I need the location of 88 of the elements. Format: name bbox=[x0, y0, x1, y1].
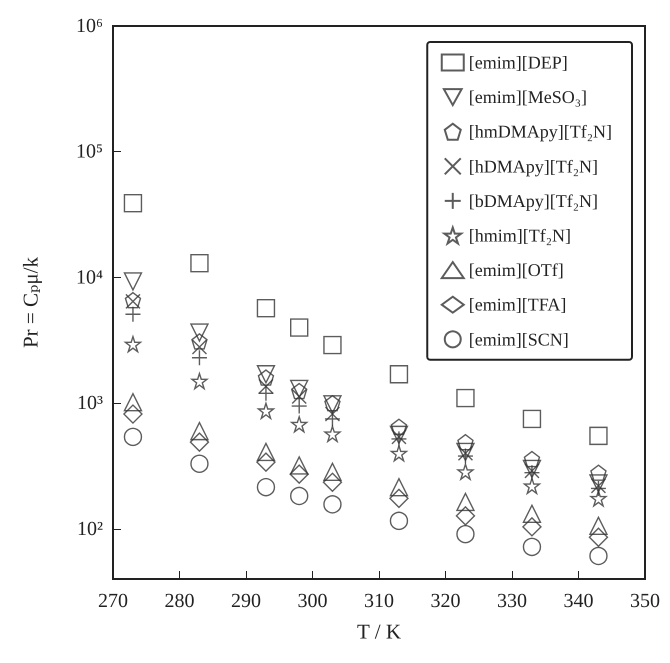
point bbox=[190, 422, 209, 440]
x-tick-label: 320 bbox=[430, 590, 460, 612]
point bbox=[589, 474, 608, 493]
point bbox=[390, 512, 408, 530]
point bbox=[324, 406, 340, 422]
y-tick-label: 10³ bbox=[77, 392, 103, 414]
point bbox=[256, 365, 276, 384]
point bbox=[323, 462, 342, 481]
point bbox=[389, 488, 409, 508]
point bbox=[258, 378, 274, 394]
point bbox=[589, 516, 608, 535]
point bbox=[588, 528, 608, 547]
legend-label: [hmDMApy][Tf₂N] bbox=[468, 122, 612, 142]
point bbox=[256, 442, 276, 462]
point bbox=[390, 445, 408, 462]
legend-label: [emim][TFA] bbox=[468, 294, 566, 315]
point bbox=[589, 426, 608, 446]
point bbox=[256, 298, 276, 318]
point bbox=[390, 426, 408, 444]
point bbox=[290, 456, 308, 475]
point bbox=[590, 490, 607, 507]
point bbox=[524, 478, 540, 494]
point bbox=[256, 478, 276, 496]
y-tick-label: 10⁴ bbox=[76, 266, 104, 288]
point bbox=[290, 380, 308, 398]
point bbox=[457, 434, 474, 450]
point bbox=[323, 336, 342, 354]
legend-label: [hmim][Tf₂N] bbox=[468, 226, 572, 246]
point bbox=[290, 486, 308, 506]
point bbox=[390, 418, 408, 435]
y-tick-label: 10⁵ bbox=[76, 140, 103, 163]
legend-label: [bDMApy][Tf₂N] bbox=[468, 190, 598, 211]
x-tick-label: 290 bbox=[231, 590, 261, 612]
y-tick-label: 10² bbox=[77, 518, 103, 540]
x-tick-label: 280 bbox=[164, 590, 194, 612]
point bbox=[522, 504, 542, 523]
point bbox=[191, 333, 208, 350]
point bbox=[123, 404, 143, 424]
point bbox=[290, 318, 308, 337]
point bbox=[258, 402, 274, 420]
point bbox=[190, 323, 209, 342]
point bbox=[456, 506, 476, 526]
point bbox=[390, 478, 408, 496]
point bbox=[522, 410, 542, 428]
legend-label: [emim][OTf] bbox=[468, 260, 564, 280]
x-tick-label: 300 bbox=[298, 590, 328, 612]
point bbox=[124, 428, 142, 446]
point bbox=[390, 365, 408, 384]
point bbox=[323, 495, 342, 514]
point bbox=[522, 538, 542, 556]
point bbox=[191, 372, 208, 390]
point bbox=[124, 194, 142, 212]
legend-label: [emim][SCN] bbox=[468, 329, 569, 350]
point bbox=[190, 454, 209, 473]
x-tick-label: 270 bbox=[98, 590, 128, 612]
point bbox=[456, 492, 475, 512]
point bbox=[192, 339, 208, 355]
point bbox=[291, 382, 308, 400]
point bbox=[456, 524, 475, 544]
point bbox=[522, 460, 542, 478]
x-tick-label: 330 bbox=[497, 590, 527, 612]
legend-label: [emim][DEP] bbox=[468, 52, 568, 72]
point bbox=[290, 464, 309, 484]
point bbox=[124, 272, 142, 291]
point bbox=[322, 472, 342, 492]
point bbox=[522, 517, 542, 537]
point bbox=[256, 452, 276, 472]
x-tick-label: 340 bbox=[564, 590, 594, 612]
point bbox=[456, 442, 475, 462]
point bbox=[590, 464, 607, 481]
x-tick-label: 350 bbox=[630, 590, 660, 612]
x-tick-label: 310 bbox=[364, 590, 394, 612]
point bbox=[524, 450, 540, 468]
point bbox=[190, 254, 209, 272]
point bbox=[457, 464, 474, 480]
point bbox=[291, 416, 308, 432]
point bbox=[124, 336, 142, 352]
point bbox=[124, 392, 142, 412]
point bbox=[589, 546, 608, 566]
y-tick-label: 10⁶ bbox=[76, 15, 104, 37]
legend-label: [emim][MeSO₃] bbox=[468, 87, 588, 108]
legend-label: [hDMApy][Tf₂N] bbox=[468, 156, 598, 176]
point bbox=[324, 426, 341, 442]
point bbox=[258, 369, 274, 386]
point bbox=[456, 388, 475, 408]
point bbox=[190, 432, 210, 452]
x-axis-title: T / K bbox=[357, 620, 401, 644]
y-axis-title: Pr = Cₚμ/k bbox=[18, 256, 42, 348]
